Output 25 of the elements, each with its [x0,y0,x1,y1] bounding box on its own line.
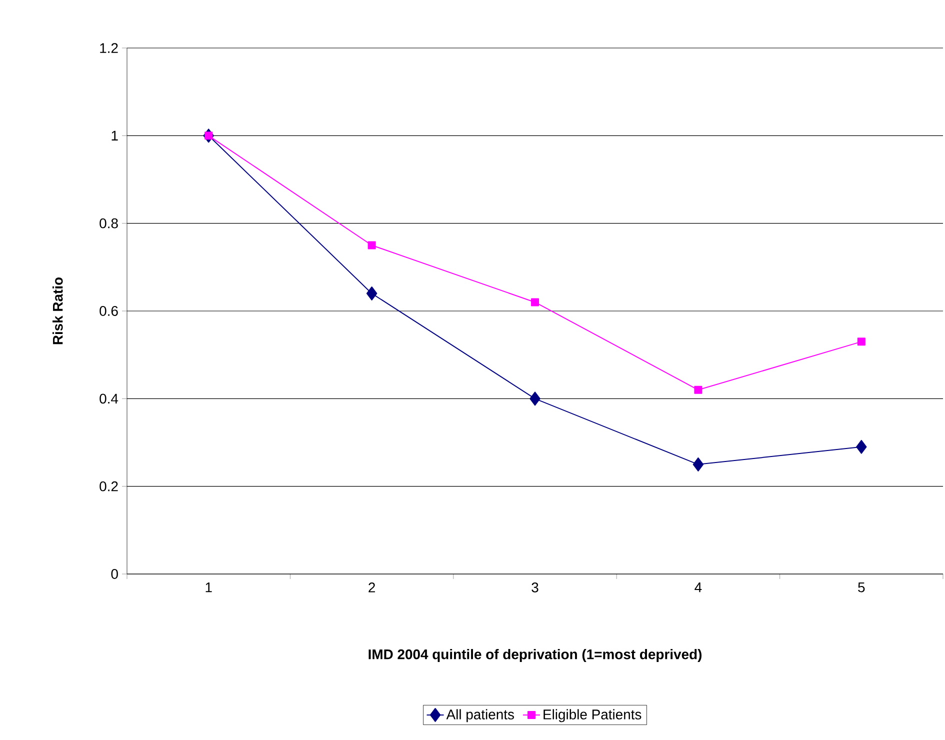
point [530,392,540,406]
x-tick-label: 1 [206,582,212,592]
x-axis-title: IMD 2004 quintile of deprivation (1=most deprived) [368,649,702,662]
point [531,298,540,306]
point [366,286,378,300]
x-tick-label: 4 [694,582,702,592]
point [204,132,213,140]
point [694,386,702,394]
point [857,338,866,346]
y-tick-label: 0 [111,569,118,579]
y-axis-title: Risk Ratio [52,277,63,344]
x-tick-label: 2 [368,582,375,592]
x-tick-label: 3 [532,582,538,592]
y-tick-label: 0.2 [100,481,118,492]
y-tick-label: 1 [112,130,118,140]
legend-label: All patients [446,709,514,722]
y-tick-label: 0.6 [100,306,118,316]
point [856,440,867,454]
point [368,241,376,250]
y-tick-label: 1.2 [100,43,118,53]
legend-label: Eligible Patients [544,709,642,722]
y-tick-label: 0.4 [100,394,118,404]
x-tick-label: 5 [858,582,865,592]
point [692,457,704,472]
y-tick-label: 0.8 [100,218,118,228]
